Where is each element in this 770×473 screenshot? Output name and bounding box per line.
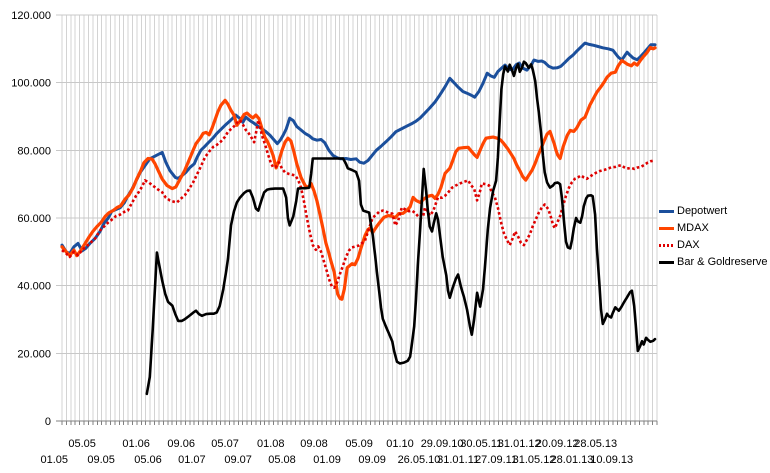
y-axis-label: 40.000: [17, 281, 51, 293]
x-axis-label-row2: 27.09.11: [475, 454, 517, 466]
legend-item-mdax: MDAX: [659, 220, 767, 237]
x-axis-label-row1: 05.07: [211, 438, 239, 450]
y-axis-labels: 0 20.000 40.000 60.000 80.000 100.000 120.000: [11, 10, 51, 428]
x-axis-label-row2: 09.07: [224, 454, 252, 466]
x-axis-label-row2: 31.01.11: [437, 454, 479, 466]
x-axis-label-row2: 01.07: [178, 454, 206, 466]
legend-item-bar-goldreserve: Bar & Goldreserve: [659, 254, 767, 271]
chart-legend: Depotwert MDAX DAX Bar & Goldreserve: [659, 203, 767, 271]
series-line-depotwert: [60, 41, 657, 255]
x-axis-labels: 05.05 01.06 09.06 05.07 01.08 09.08 05.09 01.10…: [41, 438, 634, 466]
y-axis-label: 80.000: [17, 145, 51, 157]
x-axis-label-row1: 31.01.12: [498, 438, 541, 450]
x-axis-label-row2: 09.09: [358, 454, 386, 466]
x-axis-label-row1: 28.05.13: [574, 438, 617, 450]
y-axis-label: 120.000: [11, 10, 51, 22]
x-axis-label-row1: 01.06: [122, 438, 150, 450]
x-axis-label-row1: 09.06: [167, 438, 195, 450]
legend-swatch-bar-goldreserve-line: [659, 261, 674, 264]
x-axis-label-row2: 31.05.12: [513, 454, 556, 466]
legend-label-mdax: MDAX: [677, 222, 709, 234]
y-axis-label: 100.000: [11, 78, 51, 90]
series-line-mdax: [60, 45, 657, 301]
x-axis-label-row1: 09.08: [300, 438, 328, 450]
x-axis-label-row2: 10.09.13: [590, 454, 633, 466]
x-axis-label-row1: 05.09: [345, 438, 373, 450]
x-axis-label-row1: 20.09.12: [536, 438, 579, 450]
x-axis-label-row2: 05.08: [268, 454, 296, 466]
x-axis-label-row2: 28.01.13: [551, 454, 594, 466]
x-axis-label-row1: 01.08: [257, 438, 285, 450]
y-axis-label: 0: [45, 416, 51, 428]
x-axis-label-row1: 05.05: [68, 438, 96, 450]
x-axis-label-row2: 01.05: [41, 454, 69, 466]
x-axis-label-row1: 30.05.11: [460, 438, 502, 450]
legend-label-dax: DAX: [677, 239, 700, 251]
legend-swatch-mdax-line: [659, 227, 674, 230]
legend-swatch-depotwert-line: [659, 210, 674, 213]
y-axis-label: 20.000: [17, 348, 51, 360]
legend-item-dax: DAX: [659, 237, 767, 254]
y-axis-label: 60.000: [17, 213, 51, 225]
legend-swatch-dax-dotted-line: [659, 244, 674, 247]
series-line-dax: [61, 118, 656, 289]
horizontal-gridlines: [56, 14, 657, 354]
legend-label-depotwert: Depotwert: [677, 205, 728, 217]
series-line-bar-goldreserve: [145, 60, 657, 396]
x-axis-label-row2: 01.09: [313, 454, 341, 466]
x-axis-label-row2: 26.05.10: [398, 454, 441, 466]
x-axis-label-row2: 09.05: [87, 454, 115, 466]
legend-item-depotwert: Depotwert: [659, 203, 767, 220]
x-axis-label-row2: 05.06: [134, 454, 162, 466]
legend-label-bar-goldreserve: Bar & Goldreserve: [677, 256, 768, 268]
x-axis: [56, 420, 658, 425]
x-axis-label-row1: 29.09.10: [421, 438, 464, 450]
x-axis-label-row1: 01.10: [386, 438, 414, 450]
